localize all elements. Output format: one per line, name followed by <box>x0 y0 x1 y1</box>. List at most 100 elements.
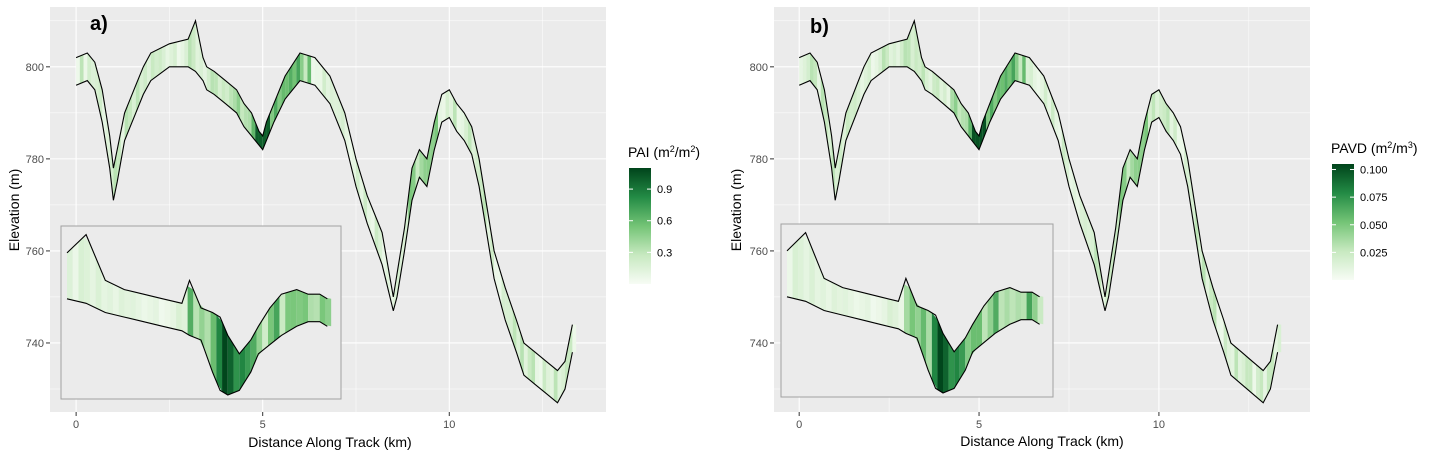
canopy-cell <box>550 364 554 400</box>
y-tick-label: 780 <box>26 154 44 166</box>
inset-cell <box>1015 289 1021 322</box>
inset-cell <box>187 286 194 337</box>
canopy-cell <box>113 149 118 201</box>
canopy-cell <box>91 57 95 90</box>
inset-cell <box>998 289 1005 332</box>
inset-cell <box>222 321 228 395</box>
inset-cell <box>227 335 234 395</box>
inset-cell <box>826 279 832 313</box>
canopy-cell <box>329 76 334 113</box>
canopy-cell <box>1054 103 1059 141</box>
canopy-cell <box>878 47 882 76</box>
canopy-cell <box>802 54 807 84</box>
canopy-cell <box>300 53 304 82</box>
canopy-cell <box>176 41 181 67</box>
legend-colorbar <box>629 168 651 284</box>
inset-cell <box>887 298 893 328</box>
inset-cell <box>831 282 838 314</box>
canopy-cell <box>535 352 539 388</box>
inset-cell <box>881 297 888 327</box>
y-tick-label: 740 <box>750 338 768 350</box>
inset-cell <box>842 287 849 317</box>
canopy-cell <box>214 71 218 98</box>
canopy-cell <box>957 96 962 127</box>
x-tick-label: 5 <box>976 419 982 431</box>
canopy-cell <box>845 103 850 141</box>
canopy-cell <box>1212 287 1217 331</box>
canopy-cell <box>258 131 263 150</box>
canopy-cell <box>158 47 162 76</box>
x-tick-labels: 0 5 10 <box>73 412 455 431</box>
ground-line <box>75 66 573 404</box>
canopy-cell <box>1238 349 1242 385</box>
canopy-cell <box>206 66 211 93</box>
canopy-cell <box>531 349 536 385</box>
canopy-cell <box>370 204 375 245</box>
canopy-cell <box>516 319 521 364</box>
canopy-cell <box>83 53 88 83</box>
canopy-cell <box>150 51 155 81</box>
canopy-cell <box>971 122 976 146</box>
canopy-cell <box>341 103 345 141</box>
legend-tick-label: 0.3 <box>657 247 672 259</box>
inset-cell <box>987 294 994 340</box>
canopy-cell <box>853 85 857 123</box>
inset-heatmap <box>66 233 332 396</box>
canopy-cell <box>479 158 483 210</box>
inset-cell <box>204 309 211 367</box>
x-tick-labels: 0 5 10 <box>796 412 1165 431</box>
canopy-cell <box>863 59 868 95</box>
inset-cell <box>970 318 977 357</box>
legend-tick-label: 0.6 <box>657 216 672 228</box>
legend: PAVD (m2/m3) 0.025 0.050 0.075 0.100 <box>1331 140 1418 280</box>
canopy-cell <box>1234 346 1239 382</box>
canopy-cell <box>378 223 383 265</box>
canopy-cell <box>165 43 170 70</box>
inset-cell <box>837 284 843 316</box>
canopy-cell <box>1180 126 1185 171</box>
canopy-cell <box>1112 227 1116 274</box>
inset-cell <box>325 297 332 327</box>
canopy-cell <box>538 355 543 391</box>
canopy-cell <box>255 122 259 146</box>
canopy-cell <box>337 94 342 132</box>
inset-cell <box>976 308 982 349</box>
inset-cell <box>268 303 274 347</box>
canopy-cell <box>813 57 818 90</box>
inset-cell <box>859 291 865 321</box>
panel-tag: b) <box>810 16 829 38</box>
inset-cell <box>199 303 205 351</box>
inset <box>60 225 342 400</box>
canopy-cell <box>393 273 398 311</box>
inset-cell <box>820 269 826 311</box>
legend-tick-label: 0.075 <box>1360 192 1388 204</box>
canopy-cell <box>1176 119 1181 155</box>
inset-cell <box>181 286 188 335</box>
x-tick-label: 5 <box>260 419 266 431</box>
inset-cell <box>943 333 949 393</box>
inset-cell <box>285 291 291 334</box>
canopy-cell <box>1166 103 1170 136</box>
canopy-cell <box>236 89 241 120</box>
canopy-cell <box>1007 58 1012 90</box>
inset-cell <box>141 293 148 323</box>
canopy-cell <box>564 342 569 389</box>
canopy-cell <box>799 56 803 86</box>
inset-cell <box>302 291 309 324</box>
y-tick-labels: 740 760 780 800 <box>750 62 774 350</box>
canopy-cell <box>486 204 491 256</box>
canopy-cell <box>109 135 114 201</box>
canopy-cell <box>460 108 465 141</box>
canopy-cell <box>453 96 457 132</box>
legend: PAI (m2/m2) 0.3 0.6 0.9 <box>628 144 700 284</box>
canopy-cell <box>449 89 454 125</box>
terrain-lines <box>798 18 1279 404</box>
canopy-cell <box>1040 71 1044 104</box>
canopy-cell <box>225 80 230 107</box>
inset-cell <box>809 241 815 306</box>
inset-cell <box>84 236 90 306</box>
x-axis-title: Distance Along Track (km) <box>248 434 411 450</box>
inset-cell <box>296 289 303 327</box>
canopy-cell <box>1015 53 1019 82</box>
canopy-cell <box>139 66 144 104</box>
